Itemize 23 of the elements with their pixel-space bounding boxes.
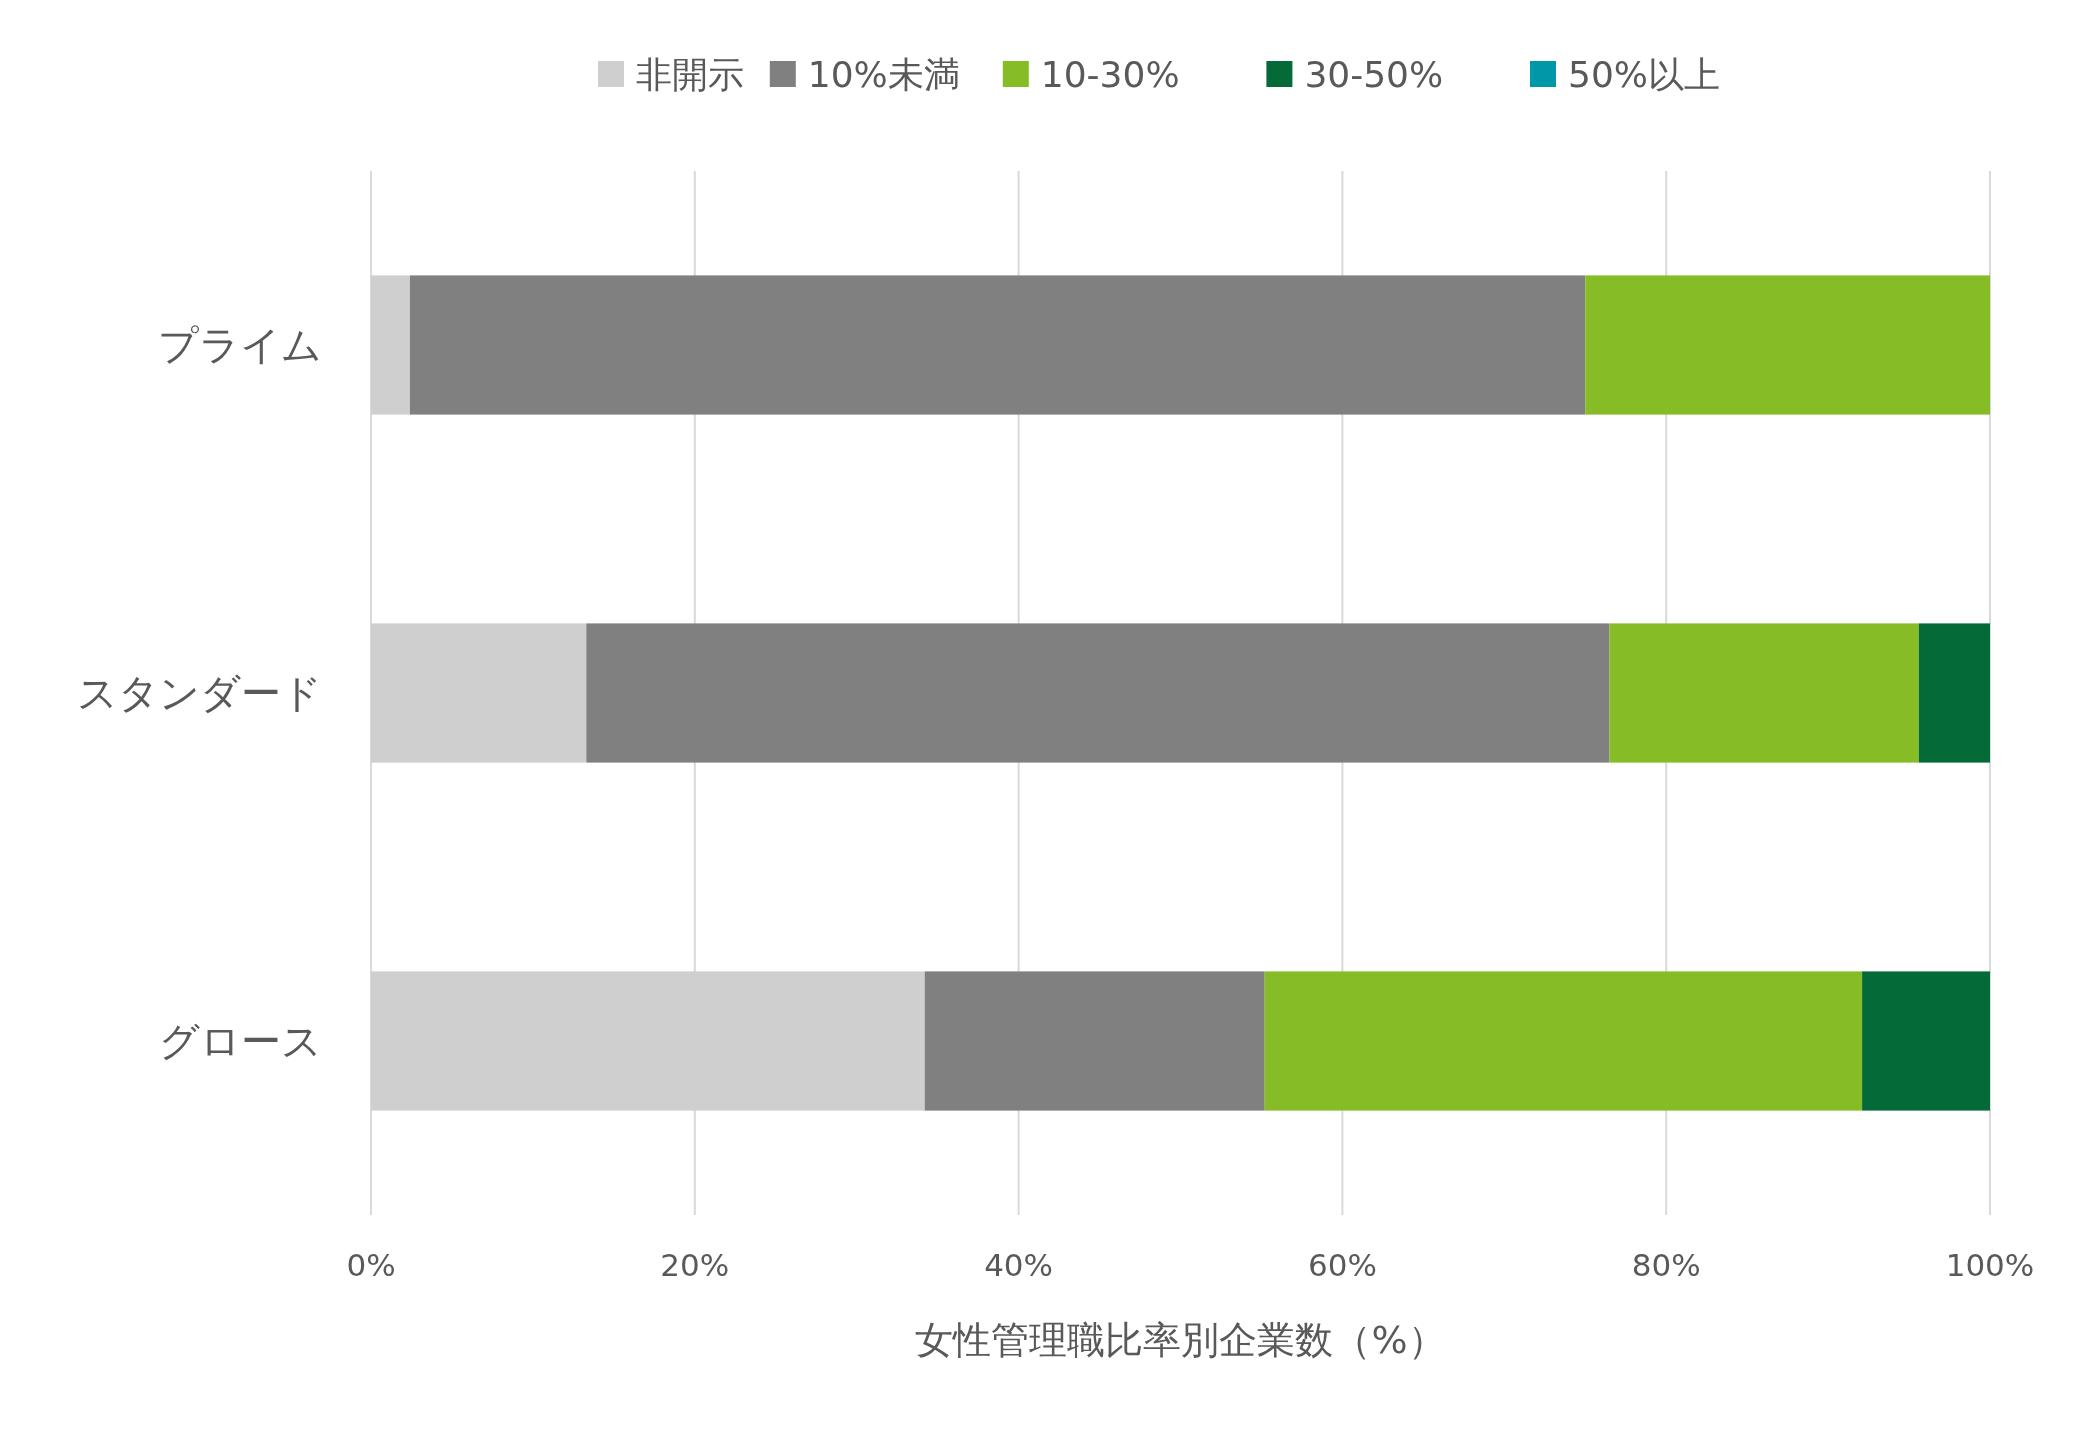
bar <box>1585 275 1990 415</box>
x-axis-title: 女性管理職比率別企業数（%） <box>915 1318 1446 1362</box>
x-tick-label: 80% <box>1631 1247 1701 1283</box>
bar <box>1918 623 1990 763</box>
y-tick-label: スタンダード <box>77 670 322 716</box>
bar <box>586 623 1610 763</box>
x-tick-label: 60% <box>1307 1247 1377 1283</box>
y-tick-label: グロース <box>159 1018 322 1064</box>
x-tick-label: 0% <box>346 1247 396 1283</box>
legend-label: 非開示 <box>636 53 744 95</box>
x-tick-label: 100% <box>1945 1247 2035 1283</box>
bar <box>924 971 1265 1111</box>
bar <box>1609 623 1919 763</box>
legend-label: 30-50% <box>1304 53 1444 95</box>
y-tick-label: プライム <box>158 322 322 368</box>
legend-label: 10%未満 <box>807 53 960 95</box>
bar <box>1264 971 1863 1111</box>
x-tick-label: 20% <box>660 1247 730 1283</box>
legend-label: 10-30% <box>1040 53 1180 95</box>
bar <box>409 275 1586 415</box>
x-tick-label: 40% <box>984 1247 1054 1283</box>
bar <box>1862 971 1990 1111</box>
legend-label: 50%以上 <box>1568 53 1721 95</box>
